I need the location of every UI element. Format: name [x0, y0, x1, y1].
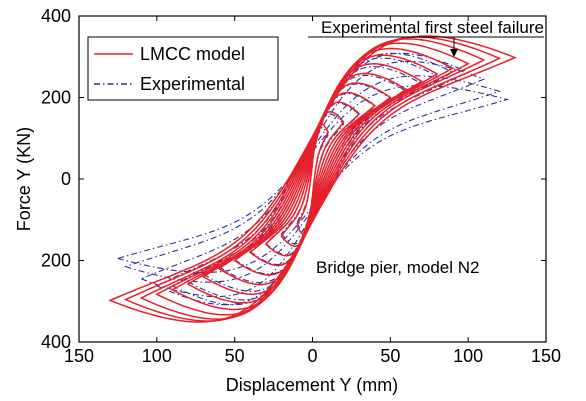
y-tick-label: 400: [41, 332, 71, 352]
x-tick-label: 100: [142, 346, 172, 366]
x-tick-label: 100: [453, 346, 483, 366]
model-note: Bridge pier, model N2: [316, 258, 479, 277]
legend-label-lmcc: LMCC model: [140, 44, 245, 64]
legend-label-experimental: Experimental: [140, 74, 245, 94]
x-tick-label: 50: [380, 346, 400, 366]
y-tick-label: 0: [61, 169, 71, 189]
failure-annotation-text: Experimental first steel failure: [321, 18, 544, 37]
x-tick-label: 50: [225, 346, 245, 366]
y-axis-title: Force Y (KN): [14, 127, 34, 231]
x-tick-label: 150: [531, 346, 561, 366]
y-tick-label: 200: [41, 88, 71, 108]
y-tick-label: 400: [41, 6, 71, 26]
y-tick-label: 200: [41, 251, 71, 271]
x-axis-title: Displacement Y (mm): [226, 375, 398, 395]
x-tick-label: 0: [307, 346, 317, 366]
legend: LMCC model Experimental: [88, 37, 278, 100]
